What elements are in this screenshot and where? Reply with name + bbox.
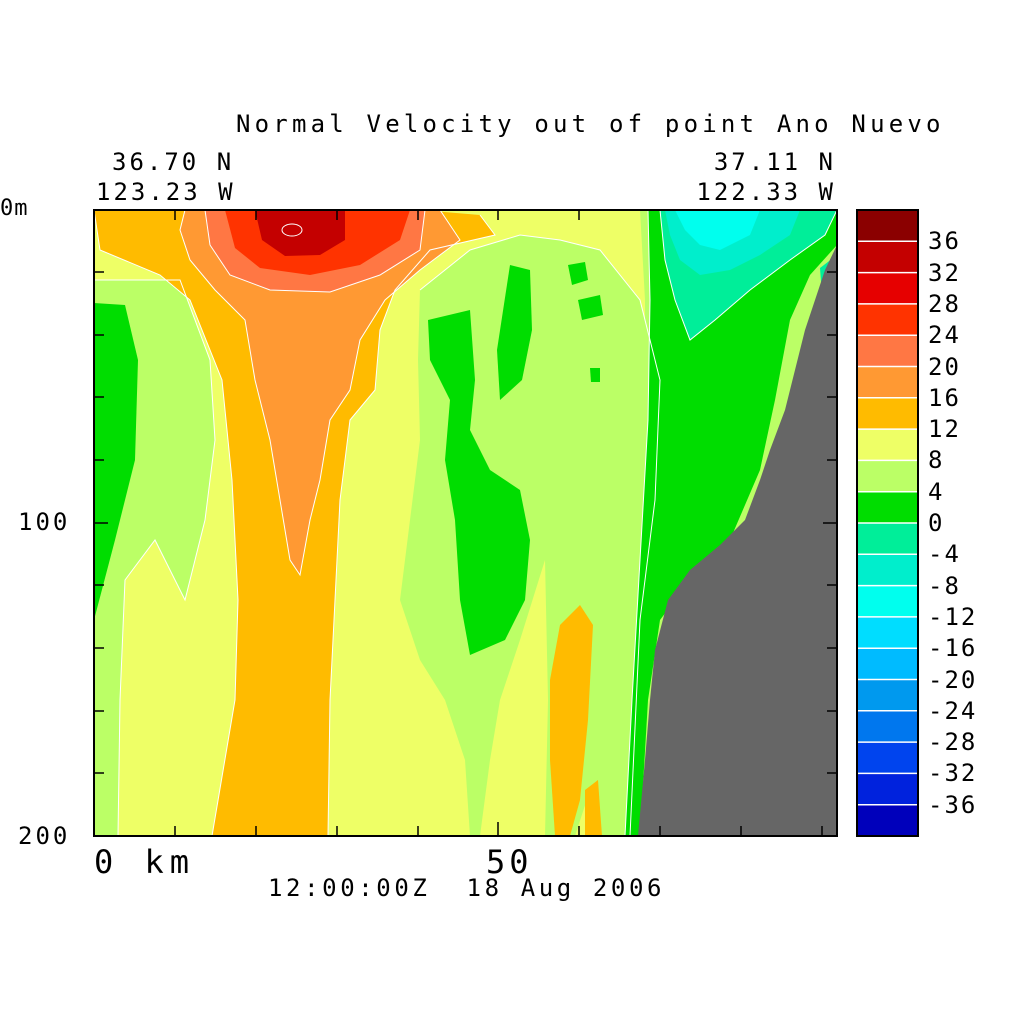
colorbar-frame [856, 209, 919, 837]
colorbar-swatch [857, 710, 918, 743]
contour-12-16-deep [550, 605, 593, 836]
colorbar-swatch [857, 460, 918, 493]
colorbar-label: -4 [928, 540, 961, 569]
right-latitude: 37.11 N [713, 148, 836, 176]
contour-0-4-coast [625, 210, 837, 836]
y-ticks-right [823, 271, 837, 774]
contour-0-4-west [94, 303, 138, 620]
colorbar-swatch [857, 366, 918, 399]
contour-0-4-dot-2 [578, 295, 603, 320]
colorbar-label: 32 [928, 258, 961, 287]
colorbar-swatch [857, 523, 918, 555]
colorbar-label: -28 [928, 728, 978, 757]
right-longitude: 122.33 W [696, 178, 836, 206]
colorbar-label: -32 [928, 759, 978, 788]
y-tick-label-0: 0m [0, 196, 29, 221]
x-tick-label-50: 50 [486, 843, 533, 881]
contour-field [94, 210, 837, 836]
chart-title: Normal Velocity out of point Ano Nuevo [236, 110, 945, 138]
colorbar-label: 28 [928, 289, 961, 318]
colorbar-label: 16 [928, 383, 961, 412]
colorbar-label: 4 [928, 477, 945, 506]
colorbar-swatch [857, 554, 918, 587]
colorbar-swatch [857, 648, 918, 680]
colorbar-swatch [857, 272, 918, 305]
timestamp: 12:00:00Z 18 Aug 2006 [268, 874, 666, 902]
colorbar-label: -12 [928, 602, 978, 631]
colorbar-swatch [857, 491, 918, 524]
x-tick-label-0: 0 km [94, 843, 196, 881]
colorbar-swatch [857, 804, 918, 837]
colorbar-swatch [857, 585, 918, 618]
colorbar-label: -20 [928, 665, 978, 694]
colorbar-swatch [857, 679, 918, 712]
contour-0-4-dot-1 [568, 262, 588, 285]
colorbar [856, 209, 919, 837]
colorbar-label: 24 [928, 321, 961, 350]
bathymetry [638, 245, 837, 836]
colorbar-label: 36 [928, 227, 961, 256]
colorbar-label: -24 [928, 696, 978, 725]
contour-neg-8 [675, 210, 760, 250]
colorbar-label: -16 [928, 634, 978, 663]
contour-16-20 [180, 210, 460, 575]
colorbar-swatch [857, 742, 918, 774]
left-latitude: 36.70 N [112, 148, 235, 176]
y-tick-label-100: 100 [18, 508, 71, 536]
colorbar-label: 0 [928, 509, 945, 537]
colorbar-swatch [857, 303, 918, 336]
left-longitude: 123.23 W [96, 178, 236, 206]
colorbar-swatch [857, 616, 918, 649]
colorbar-label: 8 [928, 446, 945, 475]
x-ticks [174, 210, 823, 836]
contour-lines [94, 210, 837, 836]
contour-0-4-mid [428, 310, 530, 655]
colorbar-swatch [857, 241, 918, 274]
colorbar-label: -8 [928, 571, 961, 600]
colorbar-label: 12 [928, 415, 961, 444]
colorbar-label: -36 [928, 790, 978, 819]
contour-0-4-mid-upper [497, 265, 532, 400]
colorbar-swatch [857, 773, 918, 806]
colorbar-swatch [857, 335, 918, 367]
colorbar-label: 20 [928, 352, 961, 381]
contour-32-36 [281, 223, 303, 237]
contour-12-16-deep-2 [585, 780, 602, 836]
contour-0-4-dot-3 [590, 368, 600, 382]
y-tick-label-200: 200 [18, 822, 71, 850]
y-ticks-left [94, 209, 108, 774]
colorbar-swatch [857, 397, 918, 430]
colorbar-swatch [857, 210, 918, 242]
colorbar-swatch [857, 429, 918, 461]
